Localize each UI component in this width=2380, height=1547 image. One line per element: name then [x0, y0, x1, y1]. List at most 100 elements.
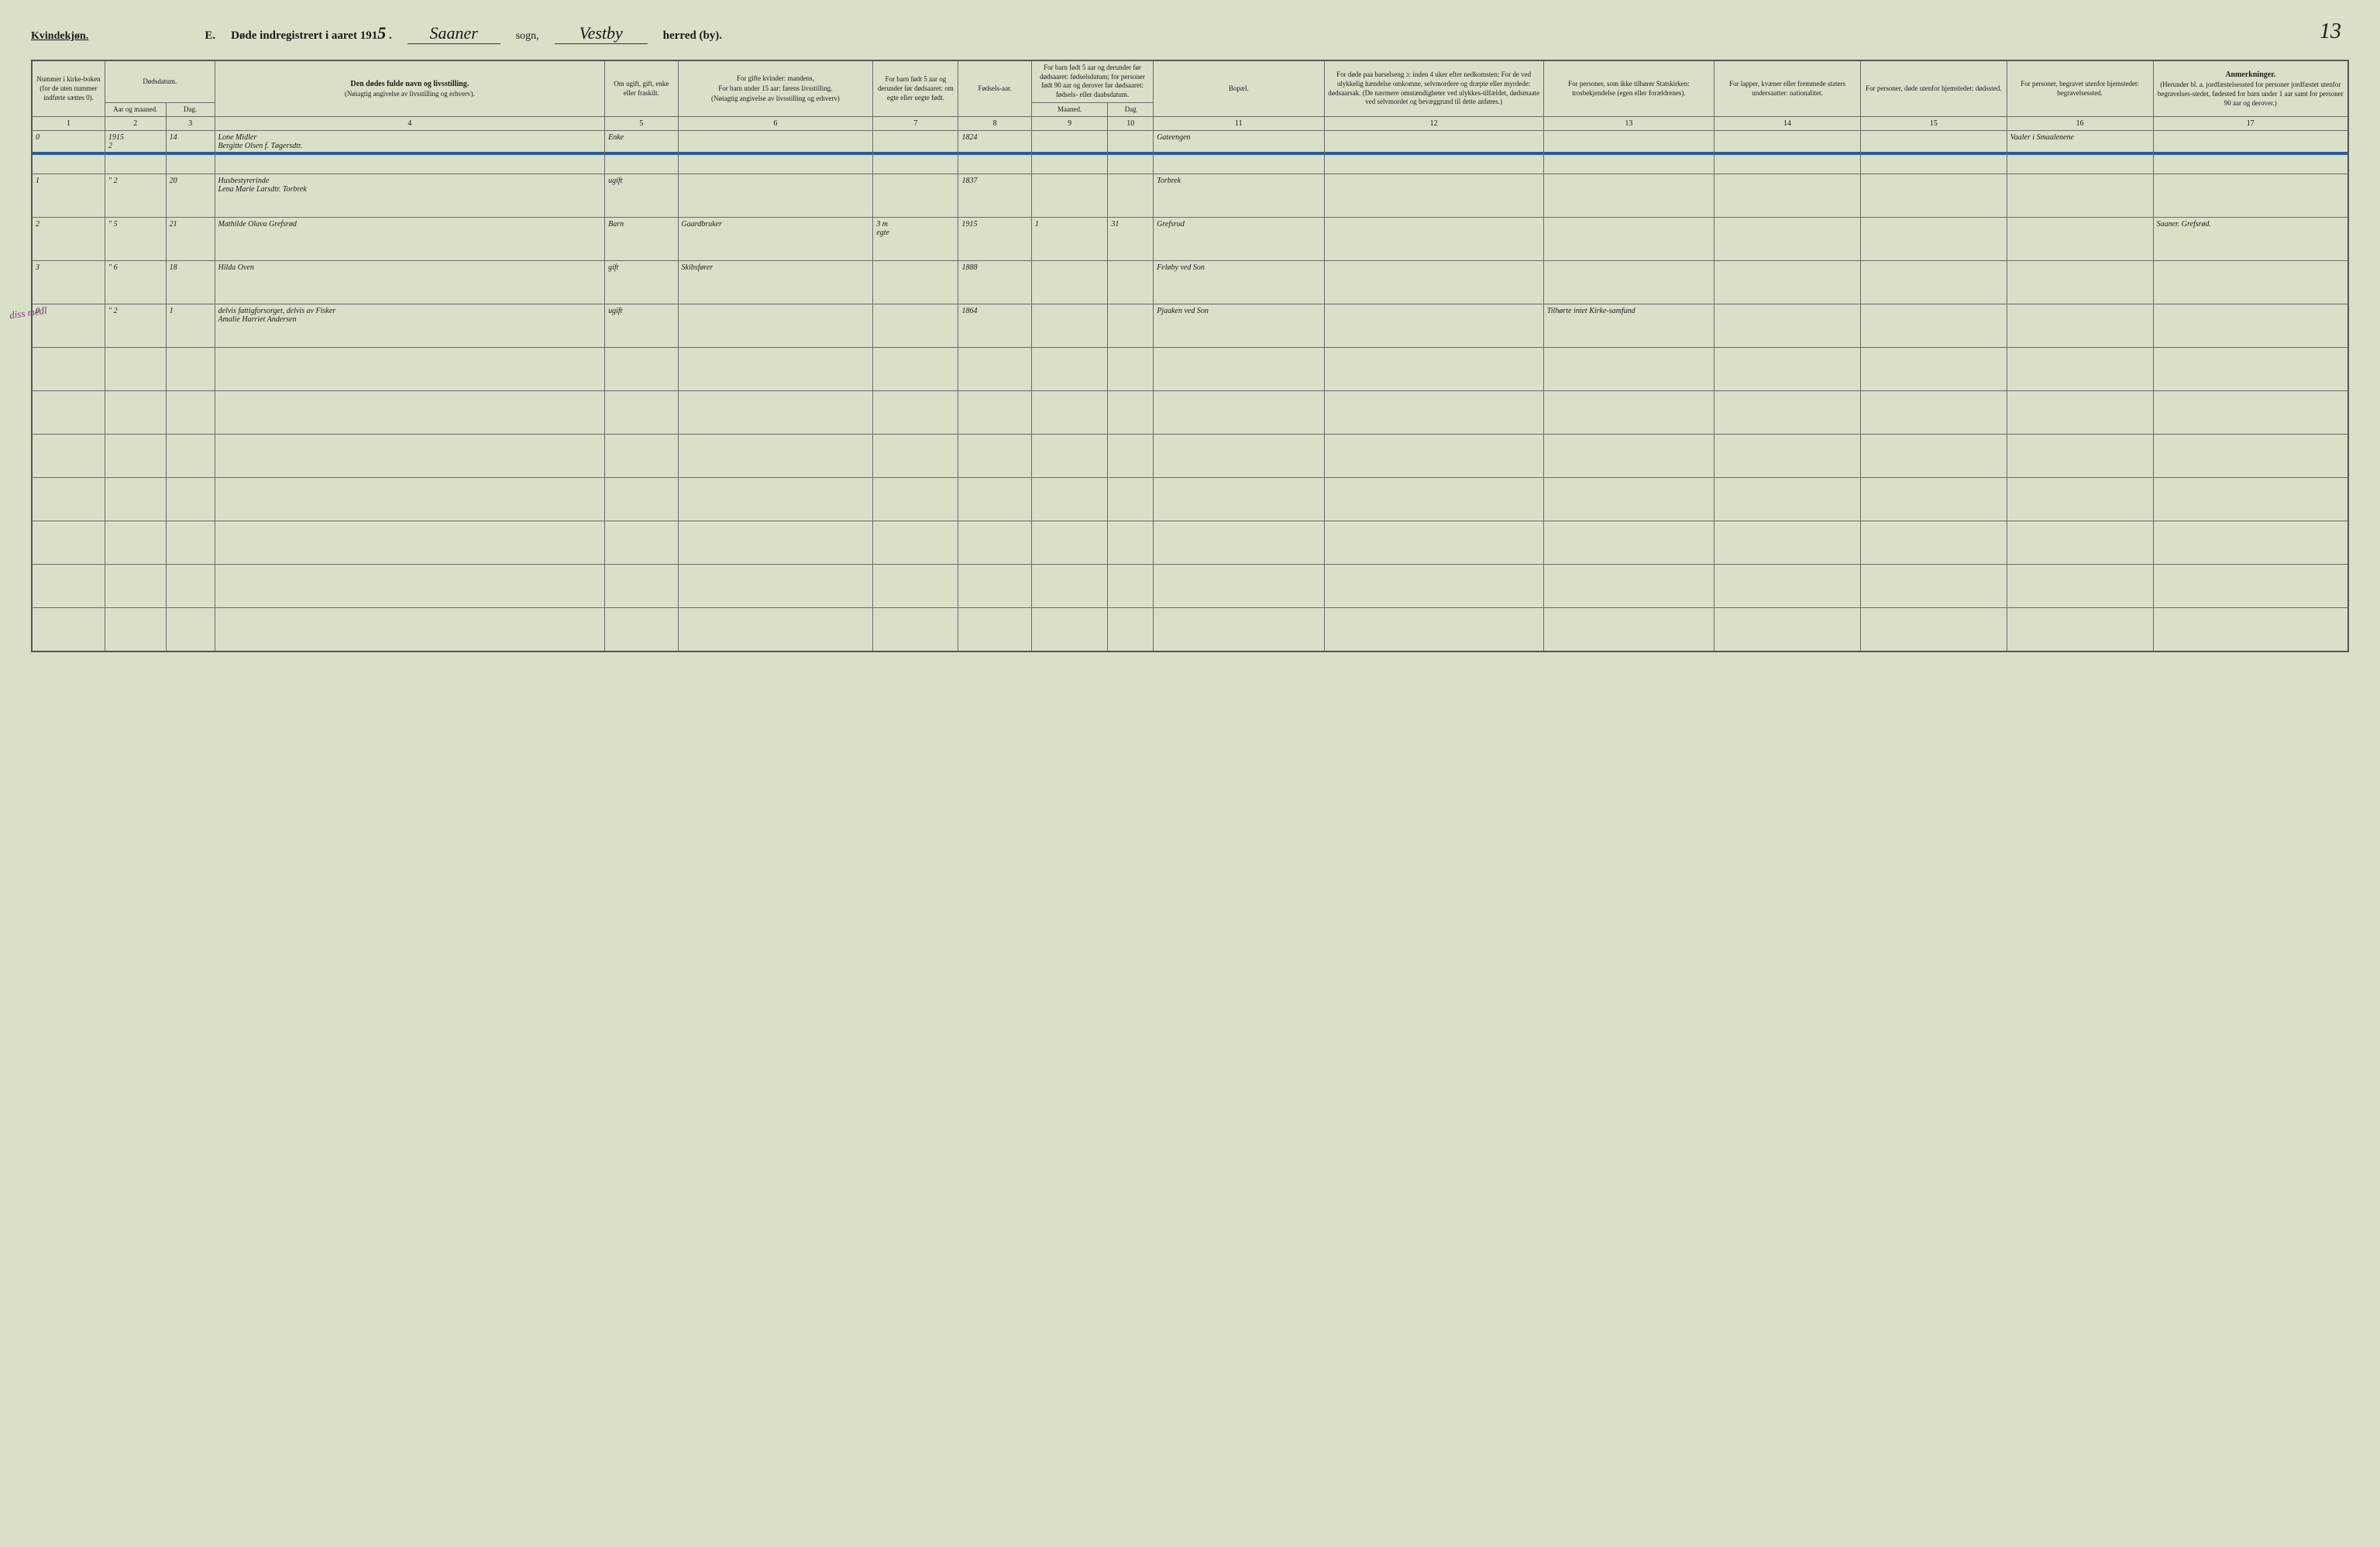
cell — [1714, 304, 1861, 348]
cell — [605, 608, 678, 651]
cell — [1860, 608, 2007, 651]
cell: 1864 — [958, 304, 1031, 348]
cell — [32, 565, 105, 608]
cell — [2007, 478, 2153, 521]
cell — [1860, 391, 2007, 435]
colnum: 13 — [1543, 117, 1714, 131]
col15-label: For personer, døde utenfor hjemstedet: d… — [1866, 84, 2001, 92]
table-row — [32, 435, 2348, 478]
colnum: 14 — [1714, 117, 1861, 131]
cell — [678, 174, 873, 218]
cell — [1543, 348, 1714, 391]
cell — [1108, 348, 1154, 391]
cell — [1108, 304, 1154, 348]
cell — [2007, 608, 2153, 651]
col6-sub: (Nøiagtig angivelse av livsstilling og e… — [682, 95, 870, 104]
cell — [1860, 261, 2007, 304]
cell: Vaaler i Smaalenene — [2007, 131, 2153, 174]
cell — [1031, 261, 1108, 304]
cell — [1860, 565, 2007, 608]
cell — [678, 391, 873, 435]
cell — [1714, 565, 1861, 608]
sogn-label: sogn, — [516, 30, 539, 43]
col4-bold: Den dødes fulde navn og livsstilling. — [218, 79, 602, 89]
cell — [1154, 348, 1324, 391]
cell — [166, 391, 215, 435]
cell — [2007, 565, 2153, 608]
herred-value: Vestby — [555, 23, 648, 44]
cell — [958, 348, 1031, 391]
person-name: Bergitte Olsen f. Tøgersdtr. — [218, 142, 303, 150]
colnum: 11 — [1154, 117, 1324, 131]
cell: Hilda Oven — [215, 261, 605, 304]
cell — [166, 521, 215, 565]
cell — [2007, 261, 2153, 304]
cell — [166, 435, 215, 478]
cell — [1860, 304, 2007, 348]
cell — [2007, 304, 2153, 348]
cell — [2153, 174, 2348, 218]
cell: 0 — [32, 131, 105, 174]
col9-label: Maaned. — [1058, 105, 1082, 113]
cell: Barn — [605, 218, 678, 261]
cell — [1543, 261, 1714, 304]
cell — [215, 521, 605, 565]
cell: delvis fattigforsorget, delvis av Fisker… — [215, 304, 605, 348]
cell — [678, 435, 873, 478]
col10-label: Dag — [1125, 105, 1137, 113]
cell — [2153, 261, 2348, 304]
cell — [1108, 521, 1154, 565]
cell — [873, 521, 958, 565]
cell — [1324, 391, 1543, 435]
cell: " 2 — [105, 304, 166, 348]
age-note: 3 m — [876, 220, 954, 229]
cell — [2153, 565, 2348, 608]
cell — [873, 391, 958, 435]
occupation-note: Lone Midler — [218, 133, 602, 142]
cell — [166, 565, 215, 608]
cell: 14 — [166, 131, 215, 174]
colnum: 8 — [958, 117, 1031, 131]
cell — [1543, 435, 1714, 478]
cell — [1154, 608, 1324, 651]
cell — [215, 565, 605, 608]
cell — [958, 478, 1031, 521]
cell: Tilhørte intet Kirke-samfund — [1543, 304, 1714, 348]
cell: Feløby ved Son — [1154, 261, 1324, 304]
cell — [1543, 131, 1714, 174]
cell — [1031, 131, 1108, 174]
cell — [873, 261, 958, 304]
colnum: 2 — [105, 117, 166, 131]
cell — [1860, 218, 2007, 261]
cell — [1324, 131, 1543, 174]
cell: 1824 — [958, 131, 1031, 174]
cell — [1031, 174, 1108, 218]
cell — [1108, 391, 1154, 435]
cell — [105, 521, 166, 565]
colnum: 4 — [215, 117, 605, 131]
cell — [1108, 478, 1154, 521]
cell — [2007, 435, 2153, 478]
cell — [1108, 435, 1154, 478]
cell: Grefsrud — [1154, 218, 1324, 261]
cell — [605, 521, 678, 565]
cell — [958, 435, 1031, 478]
cell — [105, 478, 166, 521]
cell — [605, 565, 678, 608]
cell — [32, 521, 105, 565]
cell: Gaardbruker — [678, 218, 873, 261]
cell — [32, 478, 105, 521]
cell — [2153, 131, 2348, 174]
cell — [1108, 261, 1154, 304]
cell — [1543, 391, 1714, 435]
cell — [1324, 478, 1543, 521]
cell — [1324, 521, 1543, 565]
cell — [873, 608, 958, 651]
col4-sub: (Nøiagtig angivelse av livsstilling og e… — [218, 90, 602, 99]
cell — [678, 565, 873, 608]
cell — [1031, 521, 1108, 565]
cell — [678, 348, 873, 391]
table-row — [32, 478, 2348, 521]
cell — [873, 348, 958, 391]
col11-label: Bopæl. — [1229, 84, 1249, 92]
